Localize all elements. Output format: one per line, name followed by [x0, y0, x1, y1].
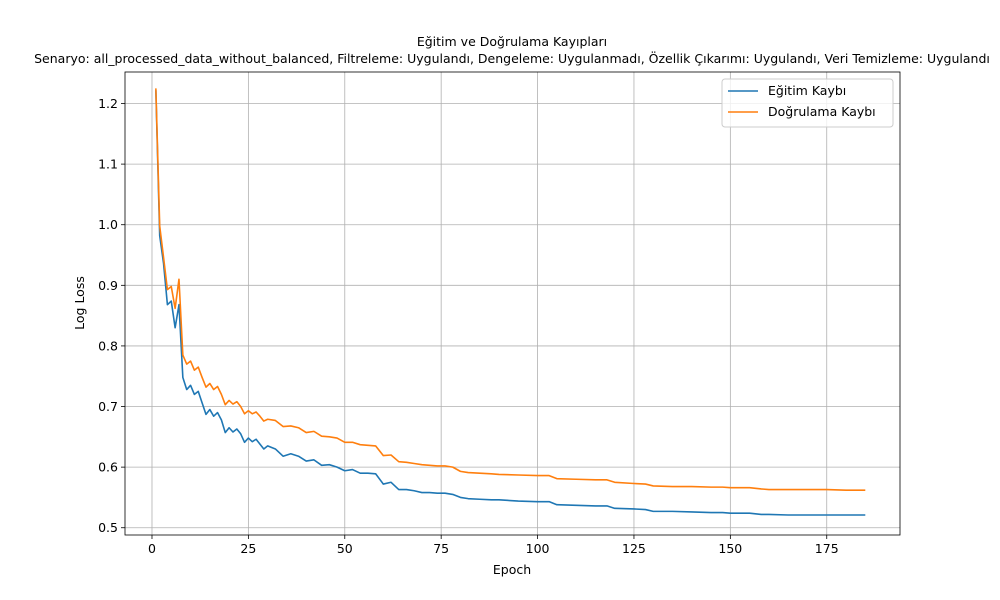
series-line-validation: [155, 88, 866, 491]
y-tick-label: 1.2: [98, 96, 118, 111]
y-tick-label: 0.8: [98, 338, 118, 353]
chart-title: Eğitim ve Doğrulama Kayıpları: [417, 34, 607, 49]
chart-subtitle: Senaryo: all_processed_data_without_bala…: [34, 50, 990, 66]
x-tick-label: 50: [337, 541, 353, 556]
series-lines: [155, 88, 866, 516]
x-tick-label: 75: [433, 541, 449, 556]
x-axis-ticks: 0 25 50 75 100 125 150 175: [148, 535, 839, 556]
x-tick-label: 125: [622, 541, 646, 556]
y-tick-label: 1.0: [98, 217, 118, 232]
legend-label-train: Eğitim Kaybı: [768, 83, 846, 98]
plot-frame: [124, 71, 901, 536]
y-tick-label: 0.5: [98, 520, 118, 535]
x-axis-label: Epoch: [493, 562, 531, 577]
x-tick-label: 0: [148, 541, 156, 556]
x-tick-label: 150: [718, 541, 742, 556]
y-tick-label: 0.6: [98, 460, 118, 475]
x-tick-label: 175: [815, 541, 839, 556]
legend-box: [721, 78, 894, 128]
grid-lines: [125, 72, 900, 535]
series-line-train: [155, 90, 866, 516]
x-tick-label: 25: [240, 541, 256, 556]
y-tick-label: 0.7: [98, 399, 118, 414]
y-axis-ticks: 0.5 0.6 0.7 0.8 0.9 1.0 1.1 1.2: [98, 96, 125, 535]
x-tick-label: 100: [526, 541, 550, 556]
y-axis-label: Log Loss: [72, 276, 87, 330]
y-tick-label: 0.9: [98, 278, 118, 293]
legend: Eğitim Kaybı Doğrulama Kaybı: [721, 78, 894, 128]
y-tick-label: 1.1: [98, 157, 118, 172]
legend-label-validation: Doğrulama Kaybı: [768, 104, 876, 119]
